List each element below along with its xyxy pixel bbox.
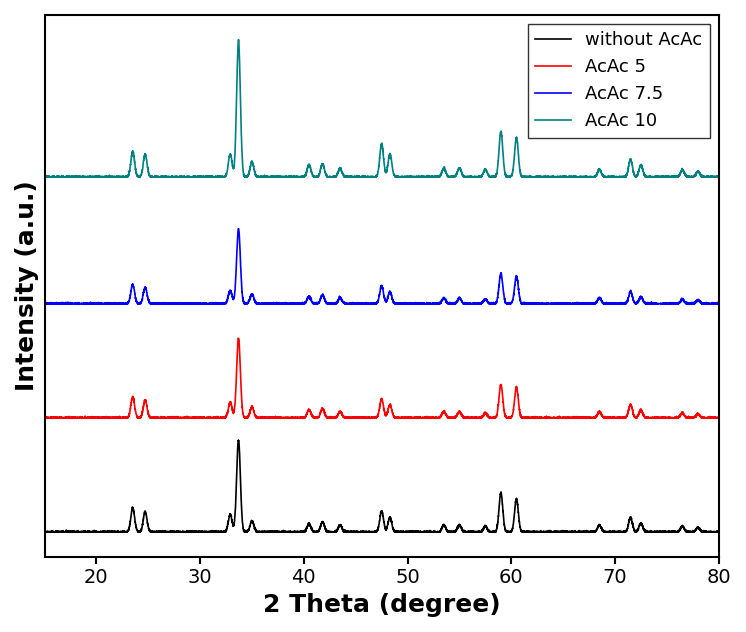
AcAc 10	[255, 173, 264, 180]
AcAc 7.5	[40, 300, 49, 308]
without AcAc	[690, 526, 699, 534]
AcAc 5	[255, 414, 264, 422]
AcAc 10	[714, 173, 723, 181]
AcAc 10	[367, 173, 376, 180]
AcAc 7.5	[436, 298, 445, 306]
Line: AcAc 5: AcAc 5	[45, 338, 718, 418]
AcAc 10	[641, 173, 650, 180]
AcAc 5	[714, 414, 723, 422]
AcAc 10	[40, 173, 49, 181]
AcAc 5	[233, 334, 242, 342]
AcAc 5	[690, 413, 699, 421]
AcAc 5	[436, 411, 445, 419]
AcAc 5	[641, 414, 650, 422]
AcAc 7.5	[101, 300, 110, 307]
AcAc 10	[40, 173, 49, 181]
without AcAc	[40, 528, 49, 536]
AcAc 7.5	[40, 300, 49, 308]
Line: AcAc 7.5: AcAc 7.5	[45, 229, 718, 304]
AcAc 7.5	[255, 300, 264, 307]
AcAc 7.5	[367, 300, 376, 308]
AcAc 10	[690, 171, 699, 179]
AcAc 7.5	[234, 225, 243, 233]
without AcAc	[40, 528, 49, 535]
without AcAc	[255, 528, 264, 536]
AcAc 7.5	[714, 299, 723, 307]
without AcAc	[641, 528, 650, 536]
Y-axis label: Intensity (a.u.): Intensity (a.u.)	[15, 181, 39, 391]
AcAc 5	[40, 414, 49, 422]
without AcAc	[367, 528, 376, 536]
AcAc 10	[101, 173, 110, 180]
AcAc 5	[40, 413, 49, 421]
without AcAc	[714, 528, 723, 536]
without AcAc	[234, 437, 243, 444]
without AcAc	[101, 528, 110, 536]
AcAc 5	[101, 413, 110, 421]
without AcAc	[436, 527, 445, 535]
AcAc 10	[436, 172, 445, 179]
AcAc 7.5	[641, 299, 650, 307]
Line: AcAc 10: AcAc 10	[45, 40, 718, 177]
X-axis label: 2 Theta (degree): 2 Theta (degree)	[263, 593, 501, 617]
Line: without AcAc: without AcAc	[45, 441, 718, 532]
AcAc 5	[367, 414, 376, 422]
AcAc 7.5	[690, 300, 699, 307]
AcAc 10	[234, 36, 243, 44]
Legend: without AcAc, AcAc 5, AcAc 7.5, AcAc 10: without AcAc, AcAc 5, AcAc 7.5, AcAc 10	[527, 24, 709, 138]
